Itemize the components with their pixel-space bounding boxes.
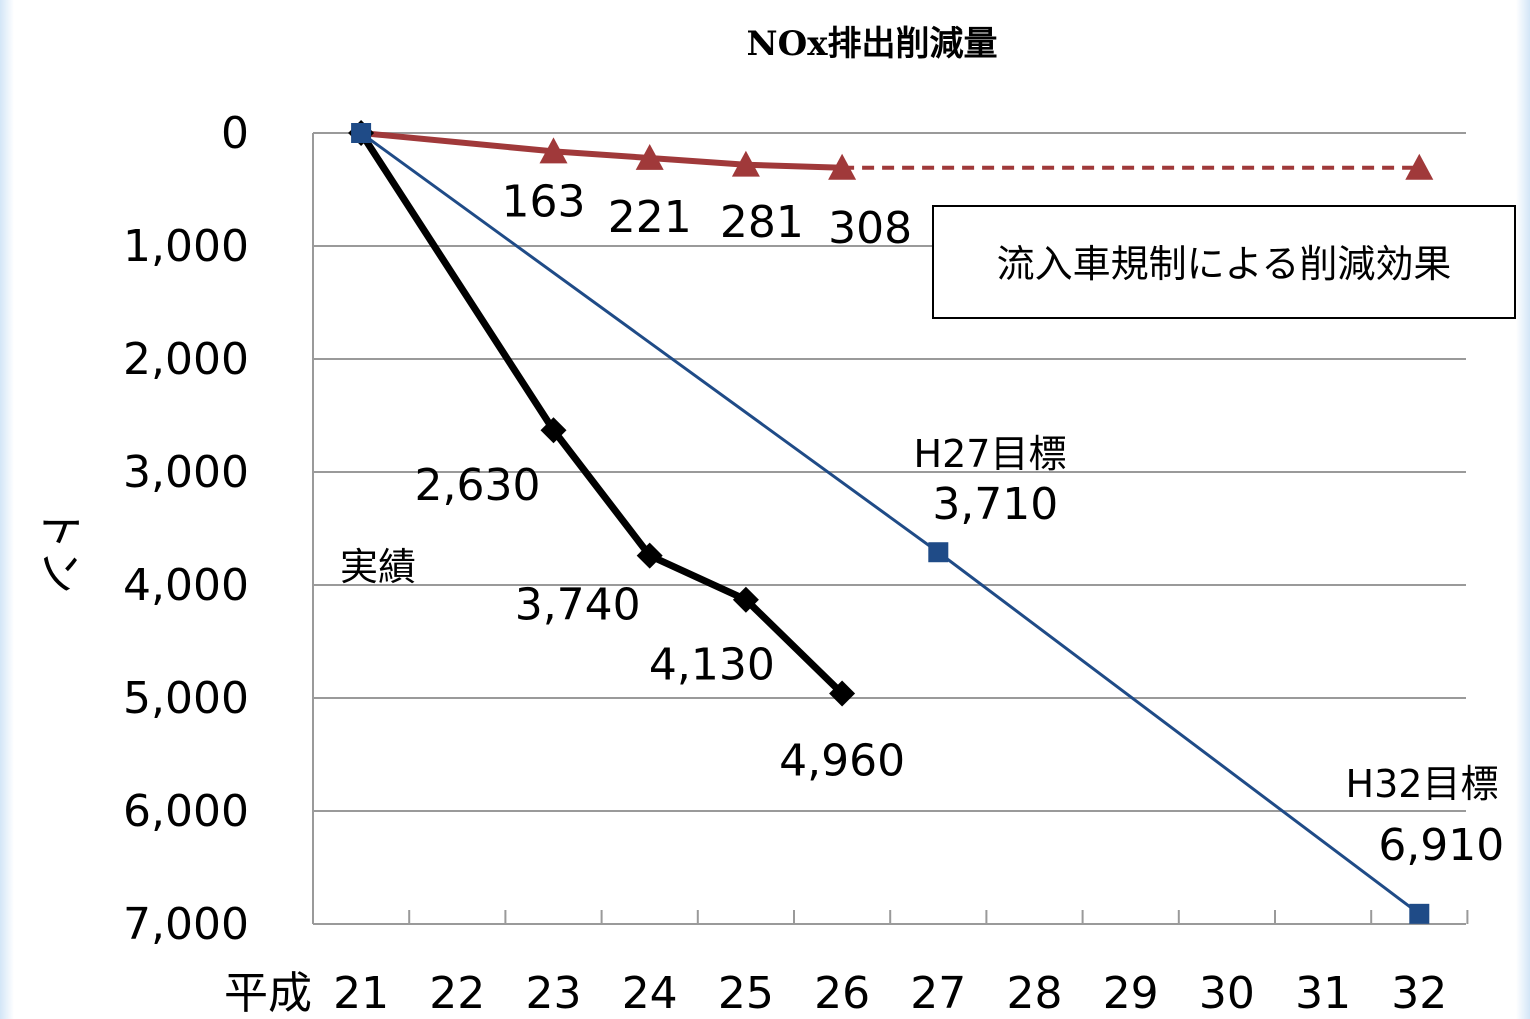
series-markers [348,120,1434,924]
legend-box-frame [932,205,1516,319]
data-label-inflow: 281 [720,197,804,248]
marker-inflow [539,137,568,164]
y-tick-label: 4,000 [123,560,249,611]
axes [312,133,1469,925]
data-label-inflow: 221 [608,192,692,243]
x-tick-label: 28 [1007,968,1063,1015]
data-label-actual: 4,960 [779,735,905,786]
h27-target-label: H27目標 [914,432,1067,476]
data-label-actual: 3,740 [515,580,641,631]
marker-origin [352,124,371,142]
data-label-actual: 2,630 [415,460,541,511]
x-tick-label: 30 [1199,968,1255,1015]
y-tick-label: 3,000 [123,447,249,498]
chart-title: NOx排出削減量 [747,24,998,64]
marker-actual [829,680,856,707]
marker-inflow [828,153,857,180]
legend-box: 流入車規制による削減効果 [932,205,1516,319]
y-tick-label: 6,000 [123,786,249,837]
x-tick-label: 25 [718,968,774,1015]
marker-inflow [635,143,664,170]
y-tick-label: 5,000 [123,673,249,724]
x-tick-label: 24 [622,968,678,1015]
series-line-inflow [360,130,843,171]
marker-inflow [731,150,760,177]
y-tick-label: 1,000 [123,221,249,272]
actual-series-label: 実績 [340,545,416,589]
y-tick-label: 7,000 [123,899,249,950]
y-tick-labels: 0 1,000 2,000 3,000 4,000 5,000 6,000 7,000 [123,108,249,950]
y-tick-label: 0 [221,108,249,159]
marker-inflow-projection [1405,153,1434,180]
x-tick-label: 29 [1103,968,1159,1015]
marker-actual [732,586,759,613]
data-label-actual: 4,130 [649,640,775,691]
y-tick-label: 2,000 [123,334,249,385]
data-label-target: 6,910 [1378,820,1504,871]
x-tick-label: 31 [1295,968,1351,1015]
x-tick-label: 22 [429,968,485,1015]
x-tick-labels: 21 22 23 24 25 26 27 28 29 30 31 32 [333,968,1447,1019]
y-axis-label: トン [34,506,85,594]
marker-target [1409,903,1430,924]
marker-actual [636,542,663,569]
legend-inflow-label: 流入車規制による削減効果 [997,242,1452,286]
marker-actual [540,417,567,444]
h32-target-label: H32目標 [1346,762,1499,806]
x-tick-label: 32 [1391,968,1447,1015]
data-label-inflow: 308 [828,203,912,254]
x-tick-label: 27 [910,968,966,1015]
data-label-inflow: 163 [502,176,586,227]
x-tick-label: 26 [814,968,870,1015]
x-tick-label: 21 [333,968,389,1015]
marker-target [928,542,949,563]
x-axis-prefix: 平成 [224,968,312,1015]
data-label-target: 3,710 [932,479,1058,530]
x-tick-label: 23 [526,968,582,1015]
